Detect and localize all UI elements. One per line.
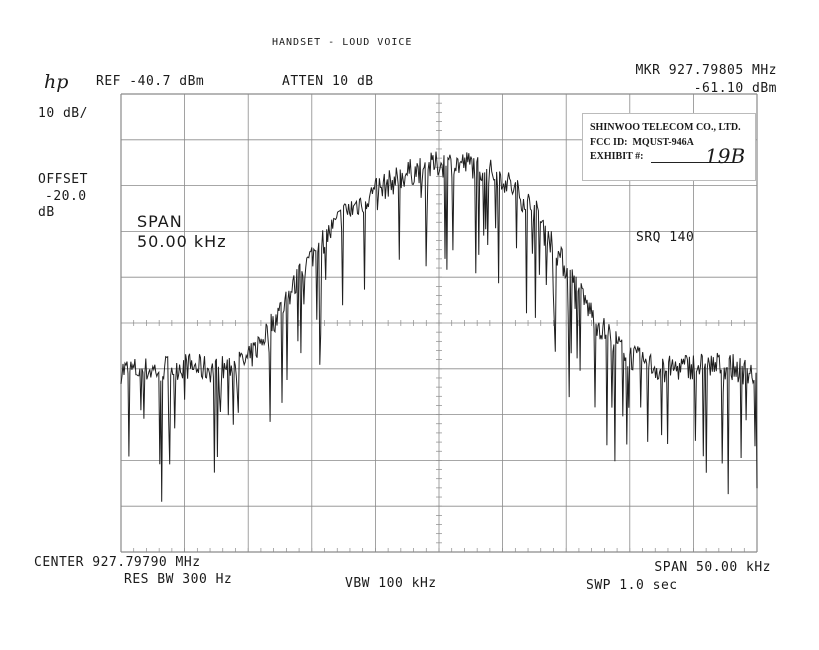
- offset-label: OFFSET: [38, 172, 88, 187]
- stamp-exhibit-number: 19B: [705, 144, 746, 168]
- video-bandwidth-readout: VBW 100 kHz: [345, 576, 437, 591]
- span-overlay-label: SPAN: [137, 212, 183, 231]
- sweep-time-readout: SWP 1.0 sec: [586, 578, 678, 593]
- marker-level-readout: -61.10 dBm: [693, 81, 777, 96]
- scale-readout: 10 dB/: [38, 106, 88, 121]
- center-frequency-readout: CENTER 927.79790 MHz: [34, 555, 201, 570]
- span-overlay-value: 50.00 kHz: [137, 232, 227, 251]
- axis-ticks: [120, 93, 758, 553]
- attenuation-readout: ATTEN 10 dB: [282, 74, 374, 89]
- stamp-exhibit-underline: [651, 162, 733, 163]
- stamp-fcc-id: FCC ID: MQUST-946A: [590, 137, 694, 148]
- fcc-exhibit-stamp: SHINWOO TELECOM CO., LTD. FCC ID: MQUST-…: [582, 113, 756, 181]
- spectrum-trace: [120, 151, 758, 502]
- offset-value: -20.0: [45, 189, 87, 204]
- stamp-company: SHINWOO TELECOM CO., LTD.: [590, 122, 741, 133]
- resolution-bandwidth-readout: RES BW 300 Hz: [124, 572, 233, 587]
- stamp-exhibit-label: EXHIBIT #:: [590, 151, 644, 162]
- srq-readout: SRQ 140: [636, 230, 695, 245]
- marker-frequency-readout: MKR 927.79805 MHz: [635, 63, 777, 78]
- ref-level-readout: REF -40.7 dBm: [96, 74, 205, 89]
- chart-title: HANDSET - LOUD VOICE: [272, 37, 413, 48]
- hp-logo: hp: [44, 71, 69, 93]
- span-readout: SPAN 50.00 kHz: [654, 560, 771, 575]
- offset-unit: dB: [38, 205, 55, 220]
